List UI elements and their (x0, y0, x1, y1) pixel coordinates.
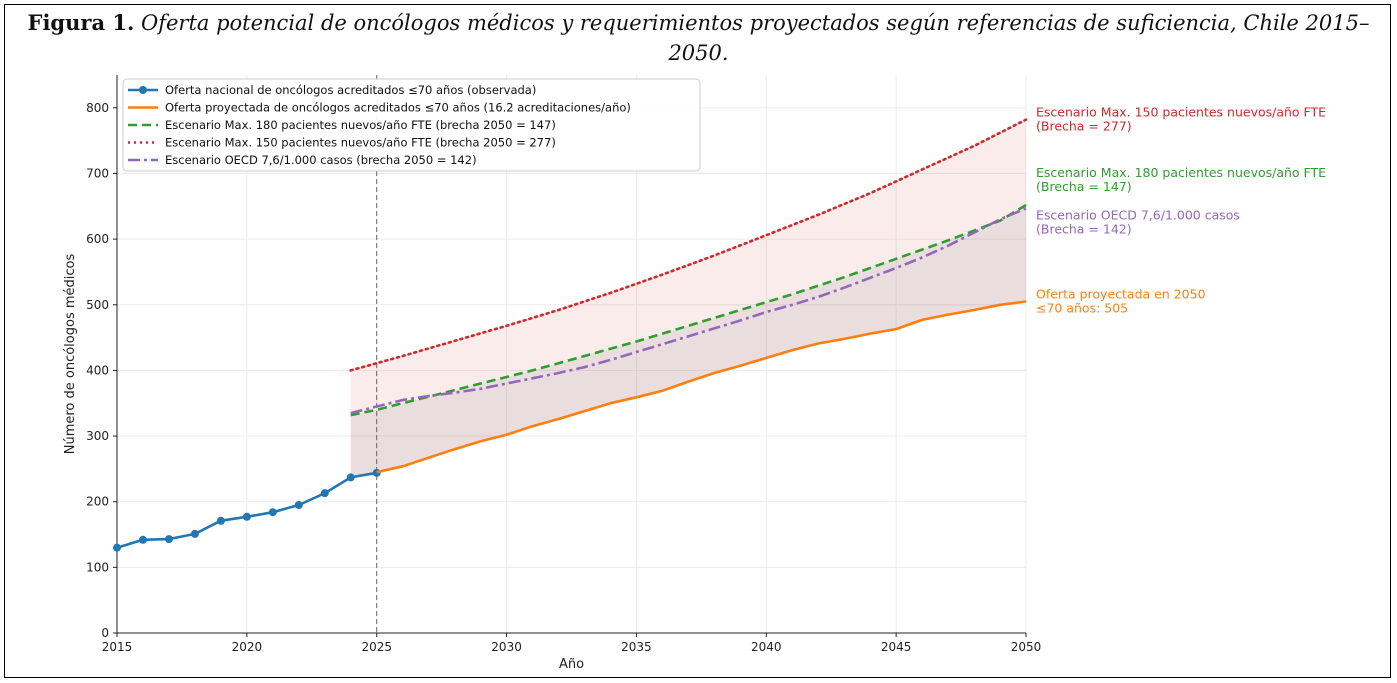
annotation-line1: Escenario Max. 150 pacientes nuevos/año … (1036, 105, 1326, 120)
annotation-line1: Escenario OECD 7,6/1.000 casos (1036, 208, 1240, 223)
y-tick-label: 100 (86, 560, 109, 574)
legend-label: Oferta nacional de oncólogos acreditados… (165, 83, 536, 97)
data-point (216, 516, 225, 525)
x-tick-label: 2030 (491, 640, 522, 654)
data-point (190, 529, 199, 538)
annotation-line2: (Brecha = 277) (1036, 119, 1132, 134)
legend-marker (139, 86, 147, 94)
caption-text: Oferta potencial de oncólogos médicos y … (140, 11, 1370, 65)
annotation-line1: Escenario Max. 180 pacientes nuevos/año … (1036, 165, 1326, 180)
x-axis-title: Año (559, 657, 584, 672)
y-tick-label: 600 (86, 232, 109, 246)
y-tick-label: 300 (86, 429, 109, 443)
x-tick-label: 2050 (1011, 640, 1042, 654)
x-tick-label: 2035 (621, 640, 652, 654)
legend-box (122, 78, 701, 172)
y-tick-label: 200 (86, 495, 109, 509)
series-line-1 (376, 300, 1027, 474)
data-point (138, 535, 147, 544)
y-axis-title: Número de oncólogos médicos (63, 254, 78, 455)
x-tick-label: 2040 (751, 640, 782, 654)
legend-label: Escenario Max. 180 pacientes nuevos/año … (165, 118, 556, 132)
data-point (113, 543, 121, 552)
series-line-4 (350, 207, 1027, 415)
series-line-2 (350, 203, 1027, 417)
data-point (268, 508, 277, 517)
tick-labels: 2015 2020 2025 2030 2035 2040 2045 2050 0 100 200 3… (86, 101, 1041, 654)
annotation-line2: (Brecha = 142) (1036, 222, 1132, 237)
data-point (346, 473, 355, 482)
annotation-line2: ≤70 años: 505 (1036, 300, 1128, 315)
x-tick-label: 2045 (881, 640, 912, 654)
x-tick-label: 2020 (232, 640, 263, 654)
right-annotations: Escenario Max. 150 pacientes nuevos/año … (1036, 105, 1326, 316)
x-tick-label: 2025 (361, 640, 392, 654)
data-point (242, 512, 251, 521)
data-point (294, 500, 303, 509)
y-tick-label: 800 (86, 101, 109, 115)
y-tick-label: 500 (86, 298, 109, 312)
legend-label: Oferta proyectada de oncólogos acreditad… (165, 101, 631, 115)
data-point (320, 489, 329, 498)
series-line-3 (349, 118, 1028, 372)
y-tick-label: 0 (101, 626, 109, 640)
caption-label: Figura 1. (27, 10, 135, 35)
gap-fill-max150 (350, 119, 1026, 478)
data-point (164, 535, 173, 544)
legend: Oferta nacional de oncólogos acreditados… (122, 78, 701, 172)
y-tick-label: 400 (86, 363, 109, 377)
legend-label: Escenario OECD 7,6/1.000 casos (brecha 2… (165, 153, 477, 167)
series-lines (113, 118, 1028, 552)
x-tick-label: 2015 (102, 640, 133, 654)
figure-caption: Figura 1. Oferta potencial de oncólogos … (0, 8, 1397, 68)
legend-label: Escenario Max. 150 pacientes nuevos/año … (165, 136, 556, 150)
y-tick-label: 700 (86, 166, 109, 180)
annotation-line2: (Brecha = 147) (1036, 179, 1132, 194)
figure-frame (4, 4, 1391, 678)
annotation-line1: Oferta proyectada en 2050 (1036, 286, 1206, 301)
